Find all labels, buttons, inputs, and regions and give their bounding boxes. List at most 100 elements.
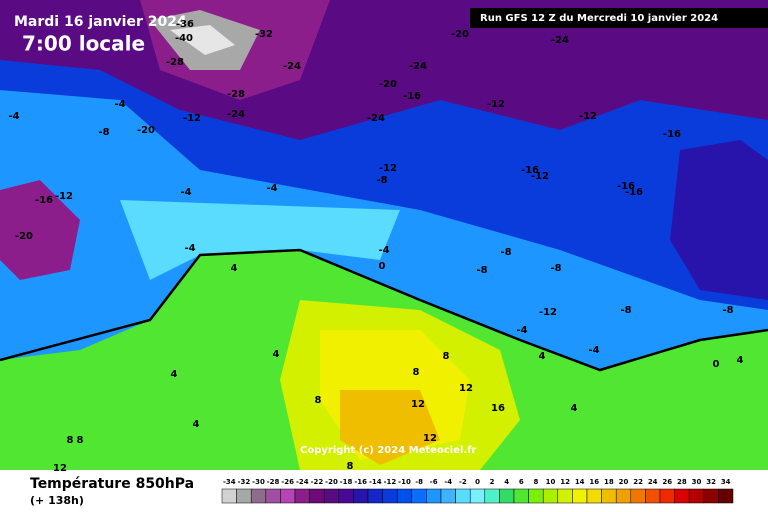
legend-label: -12	[384, 478, 397, 486]
contour-label: -24	[551, 35, 569, 46]
legend-swatch	[688, 488, 705, 504]
legend-swatch	[250, 488, 267, 504]
legend-swatch	[615, 488, 632, 504]
contour-label: 12	[423, 433, 437, 444]
legend-label: 26	[662, 478, 672, 486]
contour-label: 8	[347, 461, 354, 472]
contour-label: 8	[67, 435, 74, 446]
contour-label: 12	[53, 463, 67, 474]
legend-label: 14	[575, 478, 585, 486]
legend-swatch	[484, 488, 500, 504]
contour-label: -40	[175, 33, 193, 44]
legend-label: 30	[692, 478, 702, 486]
contour-label: 0	[379, 261, 386, 272]
contour-label: -12	[539, 307, 557, 318]
legend-label: 28	[677, 478, 687, 486]
contour-label: -4	[114, 99, 125, 110]
contour-label: -8	[620, 305, 631, 316]
legend-swatch	[528, 488, 544, 504]
run-info: Run GFS 12 Z du Mercredi 10 janvier 2024	[480, 13, 718, 24]
legend-swatch	[338, 488, 354, 504]
contour-label: -32	[255, 29, 273, 40]
legend-swatch	[586, 488, 602, 504]
legend-label: 18	[604, 478, 614, 486]
legend-swatch	[221, 488, 237, 504]
legend-swatch	[630, 488, 646, 504]
legend-label: 16	[589, 478, 599, 486]
legend-swatch	[674, 488, 690, 504]
legend-label: 34	[721, 478, 731, 486]
legend-swatch	[499, 488, 515, 504]
legend-swatch	[367, 488, 383, 504]
contour-label: -4	[266, 183, 277, 194]
legend-label: -16	[354, 478, 367, 486]
contour-label: -16	[617, 181, 635, 192]
run-banner	[470, 8, 768, 28]
legend: -34 -32 -30 -28 -26 -24 -22 -20 -18 -16 -14 -12 -10-…	[221, 478, 734, 504]
legend-swatch	[280, 488, 296, 504]
contour-label: -20	[15, 231, 33, 242]
legend-label: 12	[560, 478, 570, 486]
legend-label: -6	[430, 478, 438, 486]
contour-label: -16	[663, 129, 681, 140]
contour-label: -24	[409, 61, 427, 72]
contour-label: -28	[166, 57, 184, 68]
legend-swatch	[440, 488, 456, 504]
contour-label: 4	[231, 263, 238, 274]
legend-label: 20	[619, 478, 629, 486]
legend-swatch	[455, 488, 471, 504]
legend-swatch	[309, 488, 325, 504]
contour-label: 4	[171, 369, 178, 380]
contour-label: -8	[722, 305, 733, 316]
legend-label: -22	[311, 478, 324, 486]
contour-label: -8	[98, 127, 109, 138]
contour-label: 4	[737, 355, 744, 366]
contour-label: -12	[487, 99, 505, 110]
contour-label: -4	[588, 345, 599, 356]
legend-label: -28	[267, 478, 280, 486]
legend-swatch	[382, 488, 398, 504]
legend-label: -4	[444, 478, 452, 486]
contour-label: -16	[521, 165, 539, 176]
contour-label: -16	[625, 187, 643, 198]
legend-label: -10	[398, 478, 411, 486]
legend-label: 6	[519, 478, 524, 486]
legend-swatch	[265, 488, 281, 504]
contour-label: -28	[227, 89, 245, 100]
footer-lead: (+ 138h)	[30, 494, 84, 507]
legend-swatch	[718, 488, 734, 504]
legend-swatch	[294, 488, 310, 504]
legend-label: 24	[648, 478, 658, 486]
legend-label: -20	[325, 478, 338, 486]
contour-label: 4	[539, 351, 546, 362]
legend-swatch	[426, 488, 442, 504]
contour-label: 0	[713, 359, 720, 370]
legend-swatch	[411, 488, 427, 504]
legend-label: -14	[369, 478, 382, 486]
legend-label: 8	[533, 478, 538, 486]
contour-label: -4	[180, 187, 191, 198]
contour-labels: -36-40 -32-28 -24-20-24-24-20-16-24-28-24-…	[8, 19, 743, 474]
contour-label: -12	[379, 163, 397, 174]
legend-label: 22	[633, 478, 643, 486]
legend-swatch	[601, 488, 617, 504]
contour-label: 12	[459, 383, 473, 394]
contour-label: -16	[403, 91, 421, 102]
contour-label: 4	[273, 349, 280, 360]
contour-label: -4	[184, 243, 195, 254]
contour-label: -12	[531, 171, 549, 182]
contour-label: -8	[476, 265, 487, 276]
footer-title: Température 850hPa	[30, 476, 194, 492]
contour-label: -12	[183, 113, 201, 124]
contour-label: 12	[411, 399, 425, 410]
legend-label: -30	[252, 478, 265, 486]
contour-label: 4	[571, 403, 578, 414]
legend-label: -2	[459, 478, 467, 486]
contour-label: -24	[367, 113, 385, 124]
legend-swatch	[469, 488, 486, 504]
legend-label: 0	[475, 478, 480, 486]
forecast-date: Mardi 16 janvier 2024	[14, 14, 187, 30]
map-background	[0, 0, 768, 470]
